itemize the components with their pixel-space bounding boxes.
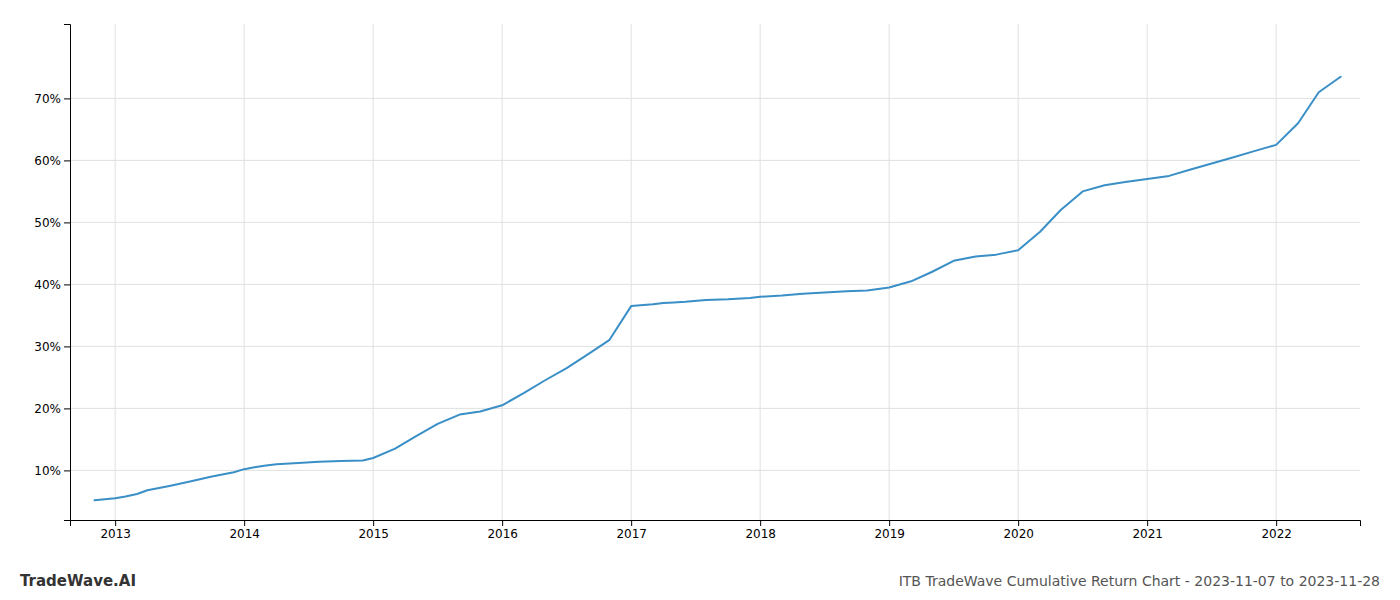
grid-line [70, 98, 1360, 99]
tick: 2018 [745, 520, 776, 541]
tick-label: 2018 [745, 527, 776, 541]
tick-label: 2015 [358, 527, 389, 541]
x-axis: 2013 2014 2015 2016 2017 2018 2019 2020 2021 2022 [71, 520, 1361, 541]
grid [70, 24, 1360, 520]
title: ITB TradeWave Cumulative Return Chart - … [899, 573, 1380, 589]
tick-mark [631, 520, 632, 526]
grid-line [244, 24, 245, 520]
tick-label: 40% [34, 278, 61, 292]
tick: 10% [34, 464, 70, 478]
grid-line [1018, 24, 1019, 520]
grid-line [760, 24, 761, 520]
tick-label: 60% [34, 154, 61, 168]
grid-line [1147, 24, 1148, 520]
grid-line [70, 408, 1360, 409]
tick-label: 2013 [100, 527, 131, 541]
axis-line [64, 25, 71, 521]
tick: 2015 [358, 520, 389, 541]
tick: 2022 [1261, 520, 1292, 541]
grid-line [70, 346, 1360, 347]
grid-line [631, 24, 632, 520]
tick-mark [64, 222, 70, 223]
tick-mark [64, 470, 70, 471]
line [95, 77, 1341, 500]
tick: 40% [34, 278, 70, 292]
plot-area: 2013 2014 2015 2016 2017 2018 2019 2020 2021 2022… [34, 24, 1360, 541]
tick-label: 2016 [487, 527, 518, 541]
tick: 50% [34, 216, 70, 230]
tick-label: 70% [34, 92, 61, 106]
tick-mark [64, 346, 70, 347]
tick-label: 2020 [1003, 527, 1034, 541]
tick-label: 30% [34, 340, 61, 354]
tick-mark [64, 160, 70, 161]
tick: 2020 [1003, 520, 1034, 541]
tick-label: 2022 [1261, 527, 1292, 541]
grid-line [373, 24, 374, 520]
tick-mark [64, 98, 70, 99]
grid-line [502, 24, 503, 520]
y-axis: 10% 20% 30% 40% 50% 60% 70% [34, 25, 70, 521]
tick-mark [1147, 520, 1148, 526]
grid-line [70, 160, 1360, 161]
tick-mark [244, 520, 245, 526]
chart: 2013 2014 2015 2016 2017 2018 2019 2020 2021 2022… [0, 0, 1400, 600]
grid-line [70, 284, 1360, 285]
tick-label: 10% [34, 464, 61, 478]
tick-label: 2021 [1132, 527, 1163, 541]
tick-mark [64, 408, 70, 409]
tick-mark [373, 520, 374, 526]
tick: 60% [34, 154, 70, 168]
tick-label: 50% [34, 216, 61, 230]
grid-line [1276, 24, 1277, 520]
tick-mark [760, 520, 761, 526]
tick-label: 2017 [616, 527, 647, 541]
tick: 2019 [874, 520, 905, 541]
grid-line [70, 222, 1360, 223]
tick-mark [889, 520, 890, 526]
tick-label: 20% [34, 402, 61, 416]
tick-mark [115, 520, 116, 526]
tick: 2013 [100, 520, 131, 541]
tick: 2016 [487, 520, 518, 541]
tick: 20% [34, 402, 70, 416]
marks [95, 77, 1341, 500]
tick: 30% [34, 340, 70, 354]
grid-line [115, 24, 116, 520]
tick-mark [1018, 520, 1019, 526]
watermark: TradeWave.AI [20, 572, 136, 590]
axis-line [71, 521, 1361, 527]
tick: 2014 [229, 520, 260, 541]
tick-label: 2019 [874, 527, 905, 541]
grid-line [70, 470, 1360, 471]
tick: 2017 [616, 520, 647, 541]
tick: 2021 [1132, 520, 1163, 541]
tick-mark [502, 520, 503, 526]
tick-mark [64, 284, 70, 285]
tick-label: 2014 [229, 527, 260, 541]
tick: 70% [34, 92, 70, 106]
tick-mark [1276, 520, 1277, 526]
grid-line [889, 24, 890, 520]
